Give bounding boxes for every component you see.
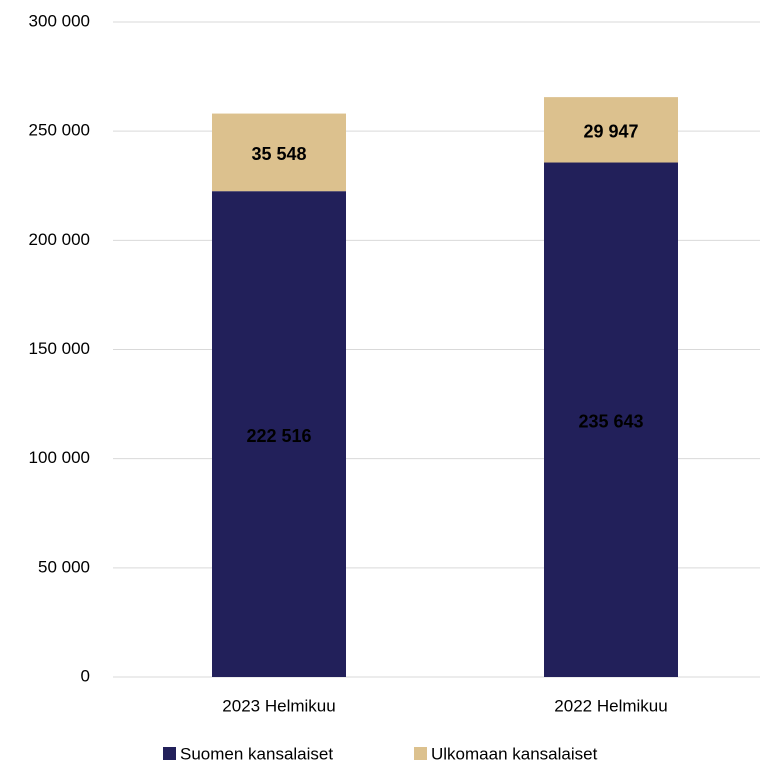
y-tick-label: 100 000 (29, 448, 90, 467)
y-tick-label: 150 000 (29, 339, 90, 358)
y-tick-label: 50 000 (38, 557, 90, 576)
legend-label: Ulkomaan kansalaiset (431, 744, 598, 763)
legend-swatch (163, 747, 176, 760)
bar-segment (212, 191, 346, 677)
value-label: 29 947 (583, 122, 638, 142)
x-tick-label: 2023 Helmikuu (222, 696, 335, 715)
y-tick-label: 200 000 (29, 230, 90, 249)
value-label: 235 643 (578, 412, 643, 432)
bar-segment (544, 97, 678, 163)
x-tick-label: 2022 Helmikuu (554, 696, 667, 715)
y-tick-label: 300 000 (29, 11, 90, 30)
y-tick-label: 250 000 (29, 121, 90, 140)
bar-segment (544, 162, 678, 677)
bar-segment (212, 113, 346, 192)
value-label: 35 548 (251, 144, 306, 164)
y-tick-label: 0 (81, 666, 90, 685)
legend-label: Suomen kansalaiset (180, 744, 333, 763)
legend-swatch (414, 747, 427, 760)
value-label: 222 516 (246, 426, 311, 446)
